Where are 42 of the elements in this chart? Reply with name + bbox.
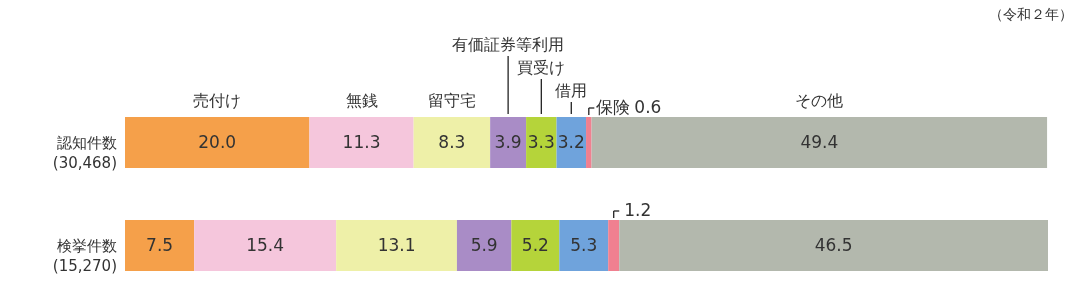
bar	[526, 117, 557, 168]
bar	[125, 117, 310, 168]
bar	[194, 220, 337, 271]
bar	[591, 117, 1048, 168]
bar	[309, 117, 414, 168]
data-label: 11.3	[342, 131, 381, 152]
text: 買受け	[517, 58, 566, 77]
data-label: 13.1	[377, 234, 416, 255]
data-label: 20.0	[198, 131, 237, 152]
data-label: 3.3	[527, 131, 555, 152]
bar	[456, 220, 512, 271]
bar	[559, 220, 609, 271]
data-label: 5.3	[570, 234, 598, 255]
y-tick-label: 認知件数 (30,468)	[52, 133, 117, 172]
data-label: 49.4	[800, 131, 839, 152]
data-label: 46.5	[814, 234, 853, 255]
data-label: 3.9	[494, 131, 522, 152]
data-label: 5.2	[521, 234, 549, 255]
series-label: その他	[795, 91, 844, 110]
bar	[336, 220, 457, 271]
bar	[125, 220, 195, 271]
series-label: 借用	[555, 81, 588, 100]
series-label: 留守宅	[427, 91, 476, 110]
data-label: 3.2	[557, 131, 585, 152]
data-label: 0.6	[634, 97, 662, 117]
text: （令和２年）	[989, 6, 1073, 22]
data-label: 1.2	[624, 200, 652, 220]
data-label: 15.4	[246, 234, 285, 255]
series-label: 保険	[596, 97, 631, 117]
bar	[490, 117, 527, 168]
y-tick-label: 検挙件数 (15,270)	[52, 236, 117, 275]
bar	[586, 117, 592, 168]
bar	[511, 220, 560, 271]
series-label: 無銭	[345, 91, 378, 110]
bar	[608, 220, 620, 271]
data-label: 7.5	[146, 234, 174, 255]
data-label: 5.9	[470, 234, 498, 255]
series-label: 売付け	[193, 91, 242, 110]
text: 有価証券等利用	[452, 35, 565, 54]
bar	[413, 117, 491, 168]
bar	[619, 220, 1048, 271]
data-label: 8.3	[438, 131, 466, 152]
